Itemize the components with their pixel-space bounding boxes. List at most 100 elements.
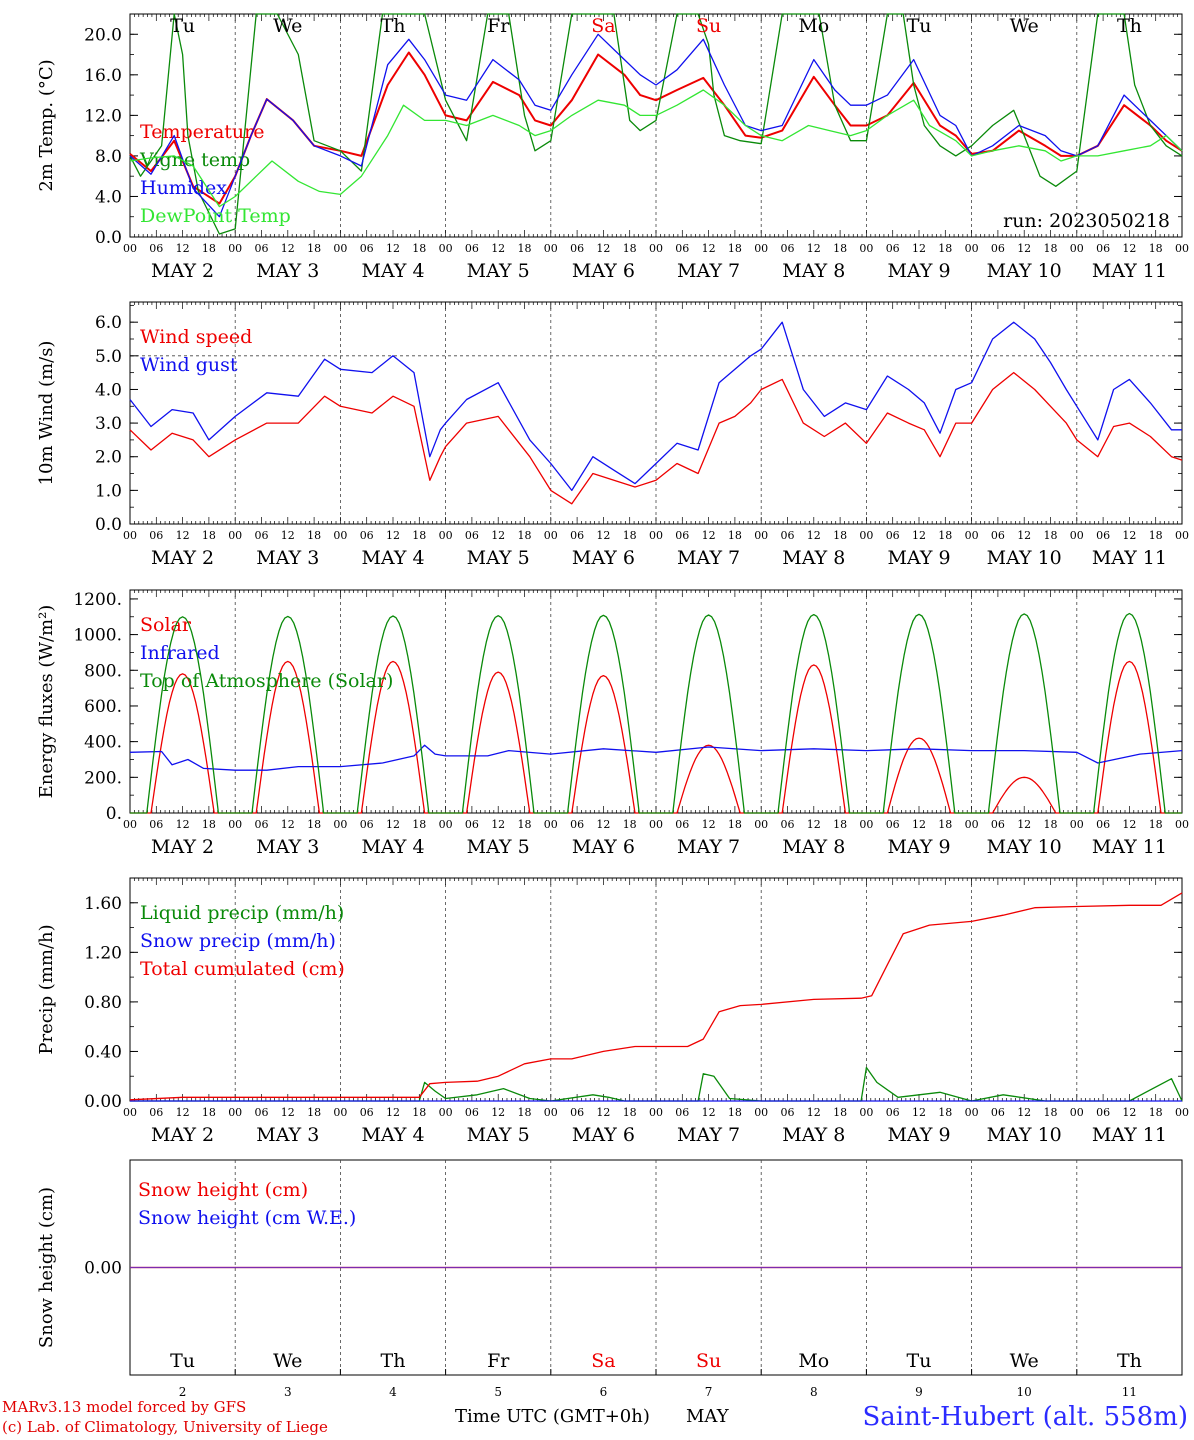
x-tick-label: 06 [886,1106,900,1119]
x-tick-label: 06 [1096,818,1110,831]
x-tick-label: 06 [255,818,269,831]
x-tick-label: 06 [781,1106,795,1119]
x-tick-label: 06 [675,242,689,255]
series-line-liquid-precip-mm-h- [130,1066,1183,1102]
x-tick-label: 12 [702,529,716,542]
x-tick-label: 06 [886,818,900,831]
x-tick-label: 06 [255,242,269,255]
x-tick-label: 06 [465,818,479,831]
x-tick-label: 06 [360,1106,374,1119]
y-tick-label: 0.0 [95,228,122,248]
x-tick-label: 06 [886,529,900,542]
x-tick-label: 12 [386,1106,400,1119]
x-tick-label: 18 [202,529,216,542]
x-tick-label: 00 [333,529,347,542]
x-tick-label: 12 [702,818,716,831]
y-tick-label: 0.00 [84,1092,122,1112]
x-tick-label: 18 [518,529,532,542]
y-tick-label: 16.0 [84,66,122,86]
x-tick-label: 12 [596,1106,610,1119]
x-tick-label: 00 [439,818,453,831]
x-tick-label: 06 [360,529,374,542]
date-label: MAY 9 [887,836,950,858]
x-tick-label: 12 [176,529,190,542]
series-line-humidex [129,33,1183,218]
date-label: MAY 3 [256,260,319,282]
x-tick-label: 12 [176,242,190,255]
x-tick-label: 18 [518,242,532,255]
y-tick-label: 1200. [73,590,122,610]
x-tick-label: 06 [149,1106,163,1119]
x-tick-label: 12 [1017,529,1031,542]
x-tick-label: 06 [991,242,1005,255]
x-tick-label: 18 [307,1106,321,1119]
x-tick-label: 12 [176,818,190,831]
x-tick-label: 06 [1096,242,1110,255]
legend-entry: Liquid precip (mm/h) [140,902,344,924]
legend-entry: Snow height (cm W.E.) [138,1207,356,1229]
series-line-dewpoint-temp [129,89,1183,208]
date-label: MAY 9 [887,1124,950,1146]
date-label: MAY 11 [1092,836,1167,858]
date-label: MAY 2 [151,836,214,858]
plot-frame [129,589,1183,814]
legend-entry: Temperature [140,121,264,143]
y-tick-label: 1.60 [84,894,122,914]
date-label: MAY 2 [151,260,214,282]
x-tick-label: 18 [728,529,742,542]
x-tick-label: 06 [465,529,479,542]
x-tick-label: 00 [754,818,768,831]
x-tick-label: 06 [360,818,374,831]
plot-frame [129,13,1183,238]
y-tick-label: 0.00 [84,1259,122,1279]
y-tick-label: 1.20 [84,943,122,963]
x-tick-label: 12 [491,242,505,255]
x-tick-label: 00 [859,818,873,831]
day-name: Fr [487,15,510,37]
x-tick-label: 06 [149,818,163,831]
y-axis-label: Snow height (cm) [36,1187,57,1348]
x-tick-label: 00 [439,529,453,542]
run-label: run: 2023050218 [1003,210,1170,232]
x-tick-label: 12 [912,818,926,831]
model-credit: MARv3.13 model forced by GFS [2,1398,247,1416]
x-tick-label: 12 [1122,529,1136,542]
legend-entry: Top of Atmosphere (Solar) [140,670,393,692]
date-label: MAY 4 [361,1124,424,1146]
x-tick-label: 12 [807,529,821,542]
x-tick-label: 12 [1017,1106,1031,1119]
date-label: MAY 8 [782,1124,845,1146]
day-name: We [273,15,302,37]
date-label: MAY 8 [782,547,845,569]
date-label: MAY 7 [677,260,740,282]
date-label: MAY 7 [677,836,740,858]
day-name: Tu [170,15,195,37]
day-name: Sa [591,15,615,37]
day-name: Su [696,1350,721,1372]
y-axis-label: 10m Wind (m/s) [36,341,57,486]
x-tick-label: 06 [570,818,584,831]
legend-entry: Infrared [140,642,220,664]
x-tick-label: 12 [176,1106,190,1119]
date-label: MAY 4 [361,260,424,282]
date-label: MAY 4 [361,547,424,569]
date-label: MAY 6 [572,836,635,858]
y-tick-label: 4.0 [95,380,122,400]
date-label: MAY 7 [677,547,740,569]
x-tick-label: 12 [596,529,610,542]
day-name: Mo [798,15,829,37]
date-label: MAY 9 [887,260,950,282]
day-name: Sa [591,1350,615,1372]
day-number: 6 [600,1385,608,1399]
series-line-vigne-temp [129,13,1183,235]
lab-credit: (c) Lab. of Climatology, University of L… [2,1418,328,1436]
x-tick-label: 18 [518,818,532,831]
day-number: 10 [1017,1385,1032,1399]
x-tick-label: 18 [202,242,216,255]
date-label: MAY 11 [1092,1124,1167,1146]
x-tick-label: 18 [1149,529,1163,542]
x-tick-label: 00 [228,529,242,542]
legend-entry: Total cumulated (cm) [140,958,345,980]
x-axis-month: MAY [686,1406,729,1427]
date-label: MAY 10 [987,836,1062,858]
